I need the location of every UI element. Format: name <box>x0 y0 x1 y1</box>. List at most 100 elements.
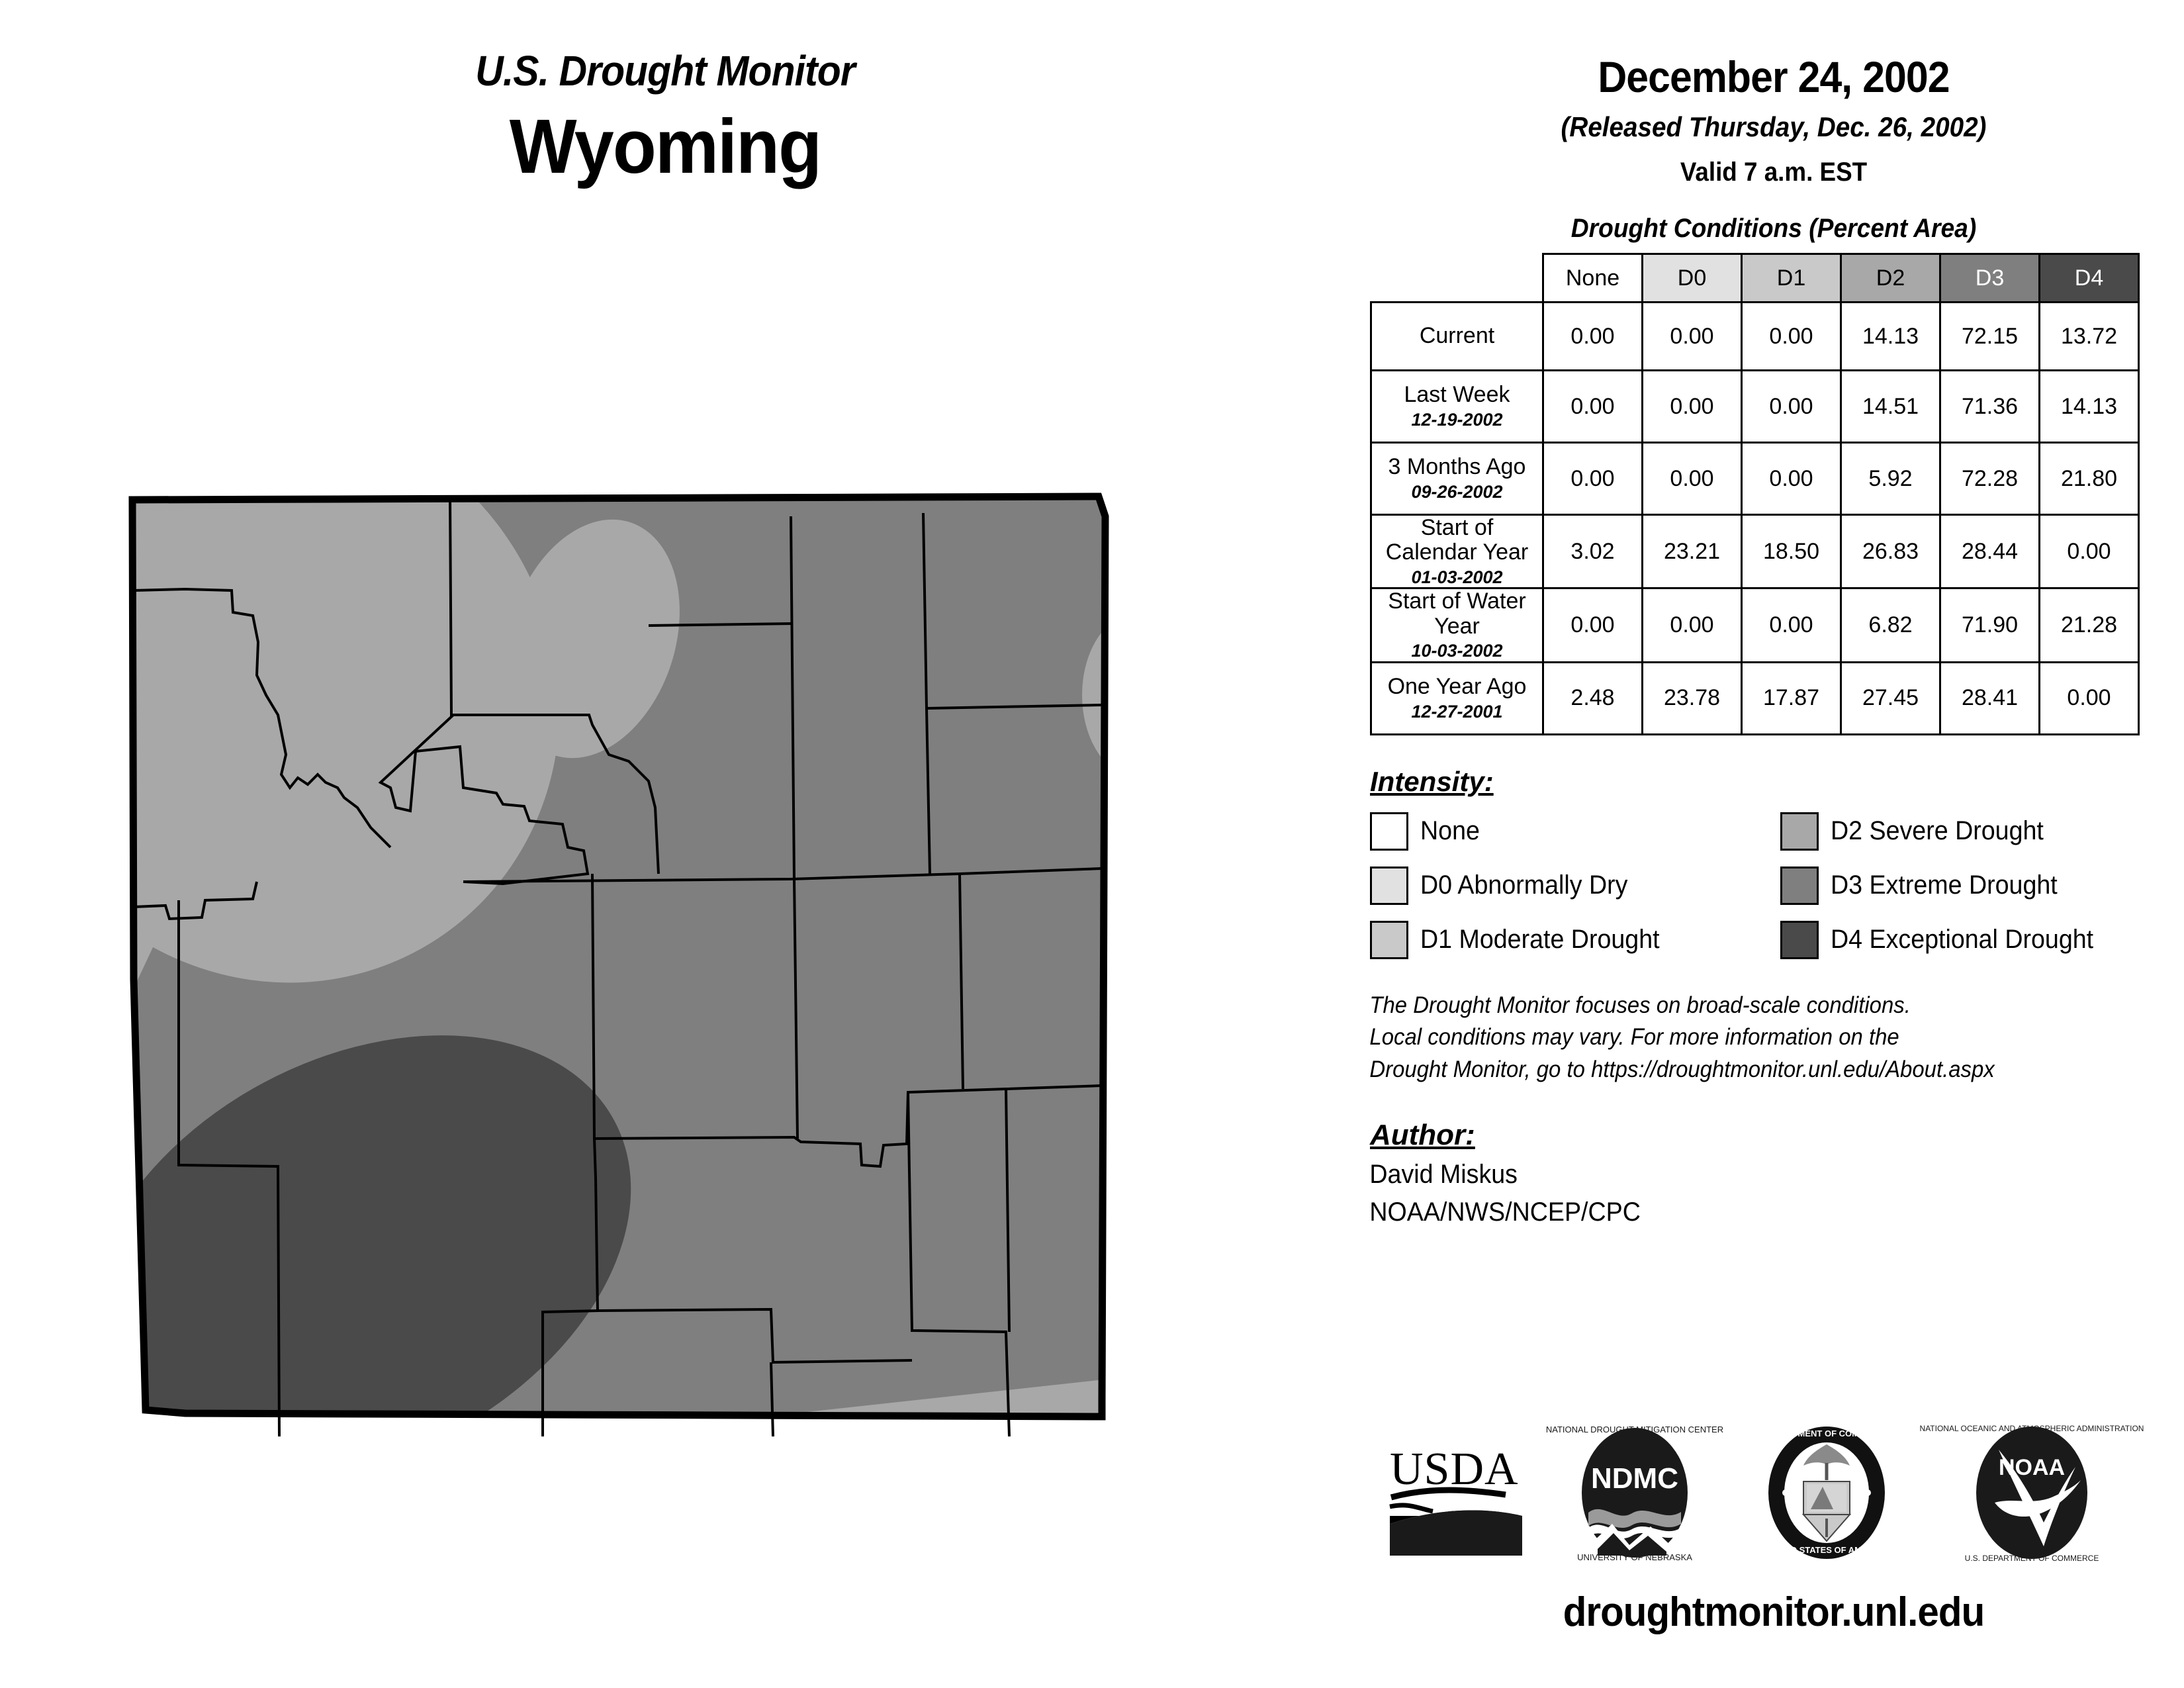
column-header-d3: D3 <box>1939 253 2040 303</box>
table-header-row: None D0 D1 D2 D3 D4 <box>1371 253 2140 303</box>
map-drought-regions <box>132 496 1105 1417</box>
table-cell-value: 13.72 <box>2038 301 2140 371</box>
table-cell-value: 18.50 <box>1741 513 1842 590</box>
row-date: 12-19-2002 <box>1411 409 1503 430</box>
legend-label: None <box>1420 816 1480 846</box>
table-row: 3 Months Ago 09-26-2002 0.00 0.00 0.00 5.92 72… <box>1370 442 2140 516</box>
disclaimer-line-2: Local conditions may vary. For more info… <box>1369 1024 1899 1051</box>
usda-logo: USDA <box>1389 1444 1522 1556</box>
table-row: Last Week 12-19-2002 0.00 0.00 0.00 14.51 71.3… <box>1370 369 2140 444</box>
table-cell-value: 23.78 <box>1641 661 1743 735</box>
table-row: Start of Water Year 10-03-2002 0.00 0.00 0.0… <box>1370 587 2140 663</box>
svg-text:U.S. DEPARTMENT OF COMMERCE: U.S. DEPARTMENT OF COMMERCE <box>1965 1554 2099 1562</box>
table-cell-value: 0.00 <box>2038 661 2140 735</box>
row-date: 09-26-2002 <box>1411 481 1503 502</box>
table-cell-value: 0.00 <box>1542 301 1643 371</box>
valid-time: Valid 7 a.m. EST <box>1680 158 1868 187</box>
legend-label: D0 Abnormally Dry <box>1420 870 1628 900</box>
county-boundaries <box>133 496 1103 1436</box>
disclaimer-text: The Drought Monitor focuses on broad-sca… <box>1363 990 2135 1086</box>
table-cell-value: 14.13 <box>2038 369 2140 444</box>
table-row: Start of Calendar Year 01-03-2002 3.02 23.2… <box>1370 513 2140 590</box>
author-heading: Author: <box>1370 1118 1475 1151</box>
release-date: (Released Thursday, Dec. 26, 2002) <box>1561 111 1987 142</box>
table-cell-value: 23.21 <box>1641 513 1743 590</box>
row-date: 12-27-2001 <box>1411 701 1503 722</box>
legend-item-d2: D2 Severe Drought <box>1780 812 2184 851</box>
agency-logos: USDA NDMC NATIONAL DROUGHT MITIGATION CE… <box>1370 1423 2184 1563</box>
svg-text:UNITED STATES OF AMERICA: UNITED STATES OF AMERICA <box>1765 1545 1889 1555</box>
table-cell-value: 14.13 <box>1840 301 1941 371</box>
table-cell-value: 0.00 <box>1542 442 1643 516</box>
legend-label: D3 Extreme Drought <box>1831 870 2058 900</box>
table-cell-value: 72.28 <box>1939 442 2040 516</box>
table-cell-value: 26.83 <box>1840 513 1941 590</box>
legend-item-d3: D3 Extreme Drought <box>1780 866 2184 905</box>
legend-item-d4: D4 Exceptional Drought <box>1780 920 2184 959</box>
table-cell-value: 27.45 <box>1840 661 1941 735</box>
table-row: Current 0.00 0.00 0.00 14.13 72.15 13.72 <box>1370 301 2140 371</box>
legend-label: D1 Moderate Drought <box>1420 925 1660 955</box>
table-cell-value: 0.00 <box>1542 587 1643 663</box>
table-cell-value: 0.00 <box>1741 442 1842 516</box>
column-header-d0: D0 <box>1641 253 1743 303</box>
legend-swatch-d2 <box>1780 812 1819 851</box>
table-cell-value: 6.82 <box>1840 587 1941 663</box>
report-date: December 24, 2002 <box>1598 52 1950 101</box>
table-cell-value: 0.00 <box>2038 513 2140 590</box>
state-outline <box>128 492 1109 1421</box>
row-label: Start of Water Year 10-03-2002 <box>1370 587 1544 663</box>
svg-text:NDMC: NDMC <box>1591 1462 1678 1495</box>
table-cell-value: 0.00 <box>1641 442 1743 516</box>
row-label: Last Week 12-19-2002 <box>1370 369 1544 444</box>
legend-item-d1: D1 Moderate Drought <box>1370 920 1780 959</box>
legend-label: D2 Severe Drought <box>1831 816 2044 846</box>
row-date: 01-03-2002 <box>1411 567 1503 587</box>
table-cell-value: 21.80 <box>2038 442 2140 516</box>
ndmc-logo: NDMC NATIONAL DROUGHT MITIGATION CENTER … <box>1546 1425 1723 1562</box>
website-url[interactable]: droughtmonitor.unl.edu <box>1563 1589 1985 1635</box>
table-cell-value: 0.00 <box>1741 301 1842 371</box>
legend-item-d0: D0 Abnormally Dry <box>1370 866 1780 905</box>
table-cell-value: 21.28 <box>2038 587 2140 663</box>
disclaimer-line-1: The Drought Monitor focuses on broad-sca… <box>1369 992 1911 1018</box>
legend-grid: None D2 Severe Drought D0 Abnormally Dry D3… <box>1370 812 2184 959</box>
svg-text:USDA: USDA <box>1390 1444 1519 1495</box>
author-organization: NOAA/NWS/NCEP/CPC <box>1369 1197 1641 1227</box>
column-header-none: None <box>1542 253 1643 303</box>
legend-swatch-d0 <box>1370 866 1408 905</box>
header-corner-blank <box>1371 254 1543 303</box>
intensity-heading: Intensity: <box>1370 765 1494 797</box>
svg-text:NOAA: NOAA <box>1999 1455 2065 1480</box>
table-cell-value: 3.02 <box>1542 513 1643 590</box>
row-label: Current <box>1370 301 1544 371</box>
table-cell-value: 0.00 <box>1641 301 1743 371</box>
row-date: 10-03-2002 <box>1411 641 1503 661</box>
table-cell-value: 28.44 <box>1939 513 2040 590</box>
program-title: U.S. Drought Monitor <box>475 47 855 95</box>
table-cell-value: 71.36 <box>1939 369 2040 444</box>
table-body: Current 0.00 0.00 0.00 14.13 72.15 13.72 Last W… <box>1370 301 2140 735</box>
drought-conditions-table: None D0 D1 D2 D3 D4 Current 0.00 0.00 0.00 1… <box>1370 253 2140 735</box>
column-header-d4: D4 <box>2038 253 2140 303</box>
region-northwest-d2-wedge <box>132 496 364 1019</box>
svg-text:UNIVERSITY OF NEBRASKA: UNIVERSITY OF NEBRASKA <box>1577 1552 1692 1562</box>
row-label: One Year Ago 12-27-2001 <box>1370 661 1544 735</box>
table-cell-value: 0.00 <box>1542 369 1643 444</box>
table-cell-value: 0.00 <box>1741 587 1842 663</box>
table-cell-value: 0.00 <box>1641 587 1743 663</box>
legend-swatch-d3 <box>1780 866 1819 905</box>
table-cell-value: 2.48 <box>1542 661 1643 735</box>
row-label: 3 Months Ago 09-26-2002 <box>1370 442 1544 516</box>
report-date-block: December 24, 2002 (Released Thursday, De… <box>1363 0 2184 187</box>
column-header-d1: D1 <box>1741 253 1842 303</box>
table-cell-value: 71.90 <box>1939 587 2040 663</box>
table-row: One Year Ago 12-27-2001 2.48 23.78 17.87 27.4… <box>1370 661 2140 735</box>
table-cell-value: 28.41 <box>1939 661 2040 735</box>
author-name: David Miskus <box>1369 1159 1518 1189</box>
legend-swatch-d4 <box>1780 920 1819 959</box>
region-southeast-d2-band <box>543 1357 1105 1417</box>
table-cell-value: 17.87 <box>1741 661 1842 735</box>
table-cell-value: 0.00 <box>1741 369 1842 444</box>
wyoming-drought-map[interactable] <box>79 477 1310 1436</box>
